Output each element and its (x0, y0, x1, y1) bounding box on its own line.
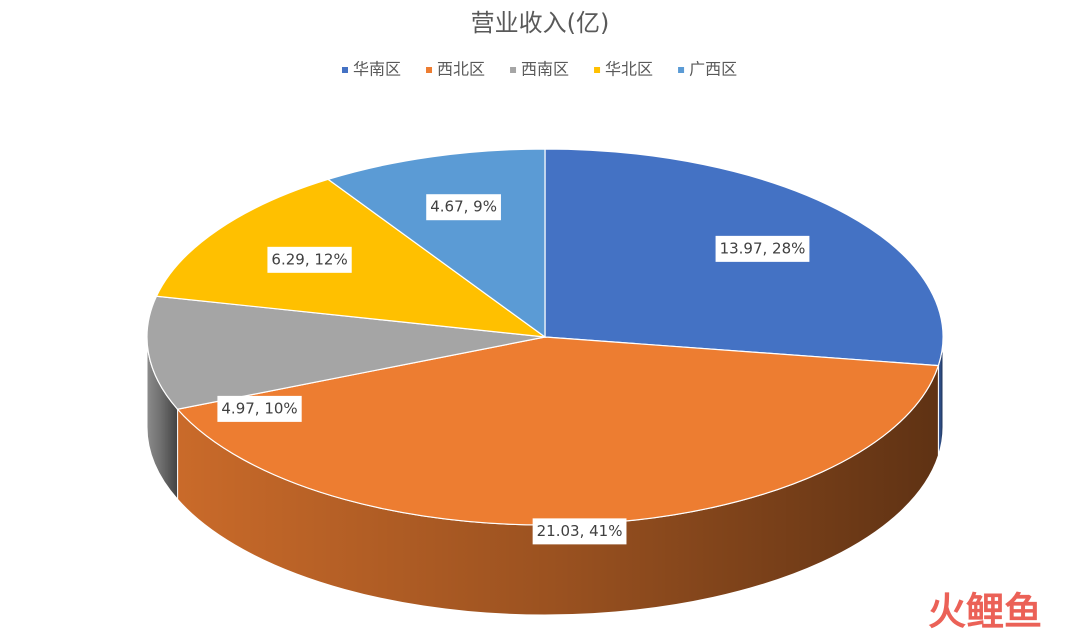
legend-marker (594, 67, 601, 73)
data-label: 4.67, 9% (426, 194, 501, 221)
legend-label: 华南区 (353, 60, 401, 79)
pie-slice (146, 295, 546, 410)
watermark: 火鲤鱼 (928, 590, 1042, 634)
legend-label: 西北区 (437, 60, 485, 79)
legend-marker (510, 67, 517, 73)
data-label-text: 13.97, 28% (720, 239, 806, 257)
legend-marker (426, 67, 433, 73)
data-label: 13.97, 28% (715, 235, 810, 262)
data-label-bg (426, 194, 501, 221)
legend-marker (342, 67, 348, 73)
data-label-text: 4.97, 10% (221, 399, 297, 417)
data-label: 21.03, 41% (532, 518, 627, 545)
data-label-text: 6.29, 12% (271, 250, 347, 268)
data-label-text: 4.67, 9% (430, 198, 497, 216)
data-label: 4.97, 10% (217, 395, 302, 422)
chart-title: 营业收入(亿) (471, 9, 610, 37)
data-label: 6.29, 12% (267, 246, 352, 273)
data-label-bg (217, 395, 302, 422)
data-label-bg (532, 518, 627, 545)
data-label-text: 21.03, 41% (537, 522, 623, 540)
legend-marker (678, 67, 685, 73)
data-label-bg (267, 246, 352, 273)
legend-label: 西南区 (521, 60, 569, 79)
data-label-bg (715, 235, 810, 262)
legend-label: 广西区 (689, 60, 737, 79)
legend-label: 华北区 (605, 60, 653, 79)
